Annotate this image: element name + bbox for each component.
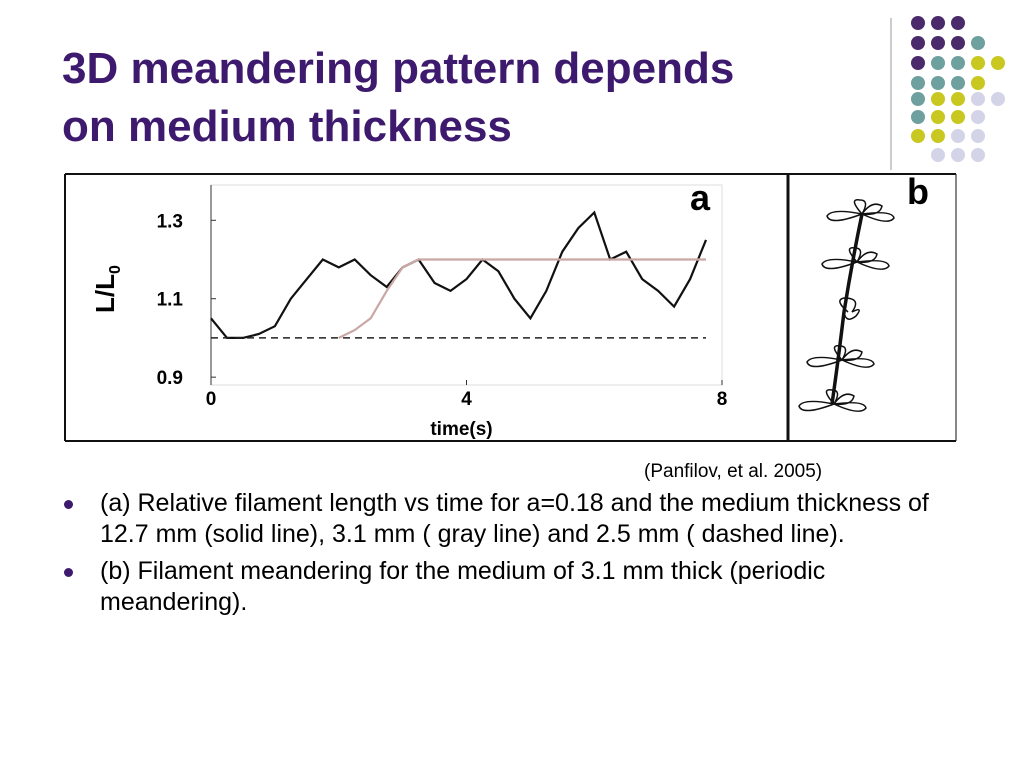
slide-title: 3D meandering pattern depends on medium … bbox=[62, 40, 882, 156]
panel-label: a bbox=[690, 177, 711, 218]
bullet-dot bbox=[64, 568, 73, 577]
y-tick-label: 1.1 bbox=[157, 290, 184, 311]
y-axis-label-sub: 0 bbox=[107, 265, 124, 274]
x-tick-label: 4 bbox=[461, 389, 472, 410]
bullet-text: (a) Relative filament length vs time for… bbox=[100, 489, 929, 548]
plot-frame bbox=[210, 184, 723, 386]
citation: (Panfilov, et al. 2005) bbox=[644, 461, 823, 482]
bullet-list: (a) Relative filament length vs time for… bbox=[62, 488, 962, 624]
x-axis-label: time(s) bbox=[430, 419, 492, 440]
meander-drawing bbox=[798, 199, 895, 412]
y-axis-label-main: L/L bbox=[90, 274, 120, 313]
x-tick-label: 0 bbox=[206, 389, 217, 410]
y-tick-label: 1.3 bbox=[157, 211, 183, 232]
bullet-item: (a) Relative filament length vs time for… bbox=[62, 488, 962, 550]
title-line: on medium thickness bbox=[62, 102, 512, 151]
series-line bbox=[338, 258, 706, 339]
y-axis-label: L/L0 bbox=[90, 265, 124, 313]
decoration bbox=[890, 16, 1005, 170]
series-line bbox=[210, 210, 708, 339]
x-tick-label: 8 bbox=[717, 389, 728, 410]
bullet-item: (b) Filament meandering for the medium o… bbox=[62, 556, 962, 618]
bullet-dot bbox=[64, 500, 73, 509]
title-line: 3D meandering pattern depends bbox=[62, 44, 735, 93]
panel-label: b bbox=[907, 172, 929, 212]
bullet-text: (b) Filament meandering for the medium o… bbox=[100, 557, 826, 616]
dot-pattern bbox=[911, 16, 1005, 162]
y-tick-label: 0.9 bbox=[157, 368, 183, 389]
